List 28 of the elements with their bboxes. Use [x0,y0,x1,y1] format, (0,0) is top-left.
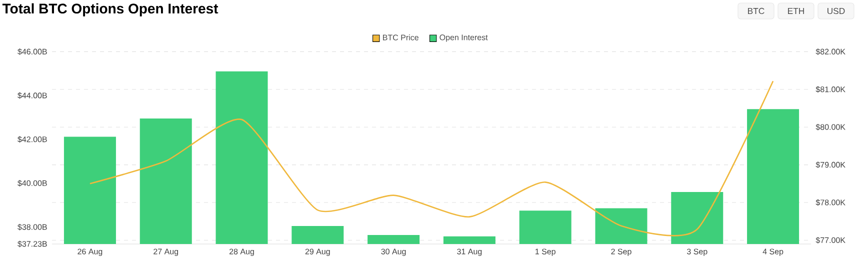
y-tick-label: $46.00B [18,48,47,55]
x-tick-label: 26 Aug [78,248,102,256]
legend-label: Open Interest [440,34,488,42]
x-tick-label: 3 Sep [687,248,708,256]
y2-tick-label: $82.00K [816,48,846,55]
y-tick-label: $44.00B [18,92,47,99]
y2-tick-label: $78.00K [816,199,846,206]
y2-tick-label: $81.00K [816,86,846,93]
y-tick-label: $38.00B [18,224,47,230]
x-tick-label: 2 Sep [611,248,632,256]
x-tick-label: 31 Aug [457,248,482,256]
text: ETH [788,8,804,14]
y2-tick-label: $77.00K [816,236,846,244]
y-tick-label: $40.00B [18,180,47,186]
chart-title: Total BTC Options Open Interest [2,3,218,16]
y2-tick-label: $80.00K [816,124,846,130]
x-tick-label: 1 Sep [536,248,556,256]
y2-tick-label: $79.00K [816,162,846,168]
y-tick-label: $37.23B [18,240,47,248]
x-tick-label: 27 Aug [154,248,178,256]
x-tick-label: 29 Aug [305,248,330,256]
text: BTC [748,8,764,14]
x-tick-label: 30 Aug [381,248,406,256]
x-tick-label: 28 Aug [229,248,254,256]
x-tick-label: 4 Sep [762,248,784,256]
text: USD [828,8,845,14]
y-tick-label: $42.00B [18,136,47,143]
legend-label: BTC Price [383,34,418,40]
